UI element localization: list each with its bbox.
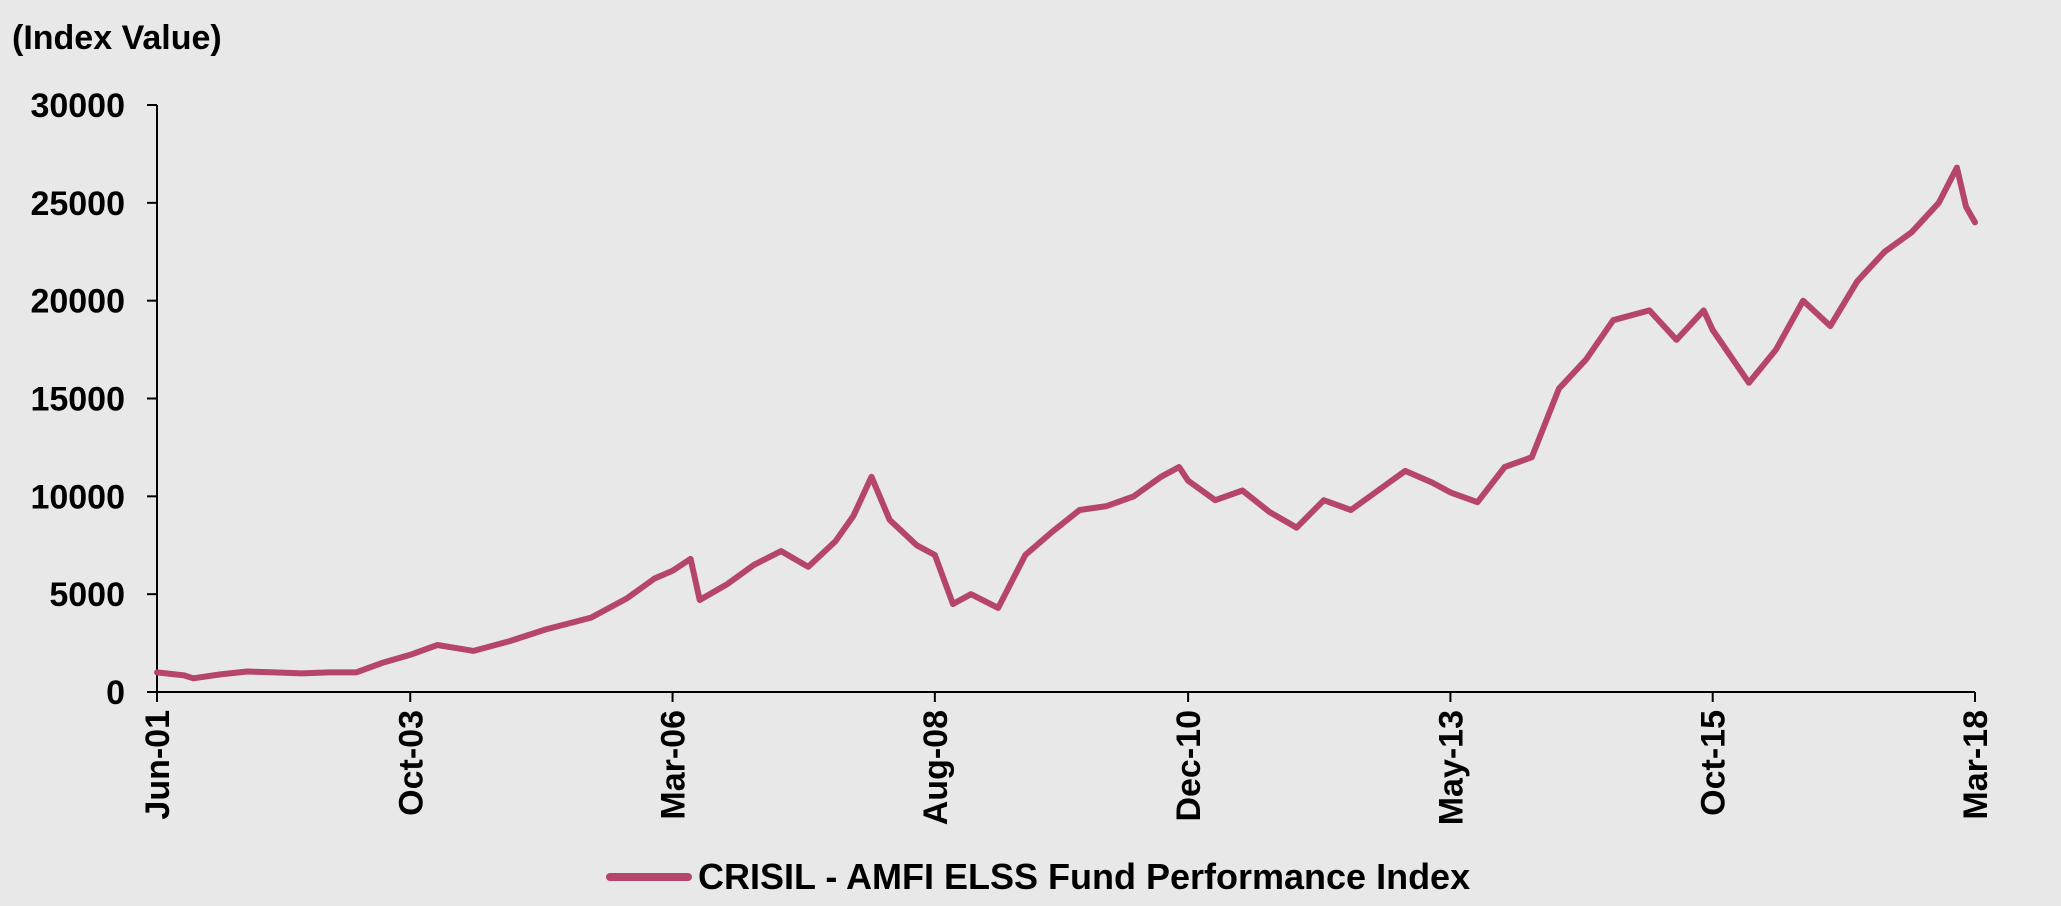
x-tick-label: Mar-06 <box>655 710 693 820</box>
x-tick-label: Jun-01 <box>139 710 177 820</box>
series-line <box>154 164 1978 682</box>
y-tick-label: 20000 <box>30 283 125 321</box>
x-tick-label: May-13 <box>1432 710 1470 825</box>
series-group <box>154 164 1978 682</box>
y-tick-label: 0 <box>106 674 125 712</box>
y-axis-ticks: 0 5000 10000 15000 20000 25000 30000 <box>30 87 157 712</box>
y-tick-label: 30000 <box>30 87 125 125</box>
x-tick-label: Mar-18 <box>1957 710 1995 820</box>
x-axis-ticks: Jun-01 Oct-03 Mar-06 Aug-08 Dec-10 May-13 Oct-… <box>139 692 1995 825</box>
y-tick-label: 15000 <box>30 381 125 419</box>
y-axis-title: (Index Value) <box>12 19 222 57</box>
y-tick-label: 5000 <box>49 576 125 614</box>
x-tick-label: Dec-10 <box>1170 710 1208 822</box>
y-tick-label: 10000 <box>30 478 125 516</box>
legend-label: CRISIL - AMFI ELSS Fund Performance Inde… <box>698 856 1470 897</box>
x-tick-label: Aug-08 <box>917 710 955 825</box>
x-tick-label: Oct-15 <box>1695 710 1733 816</box>
y-tick-label: 25000 <box>30 185 125 223</box>
x-tick-label: Oct-03 <box>392 710 430 816</box>
legend: CRISIL - AMFI ELSS Fund Performance Inde… <box>606 856 1470 897</box>
